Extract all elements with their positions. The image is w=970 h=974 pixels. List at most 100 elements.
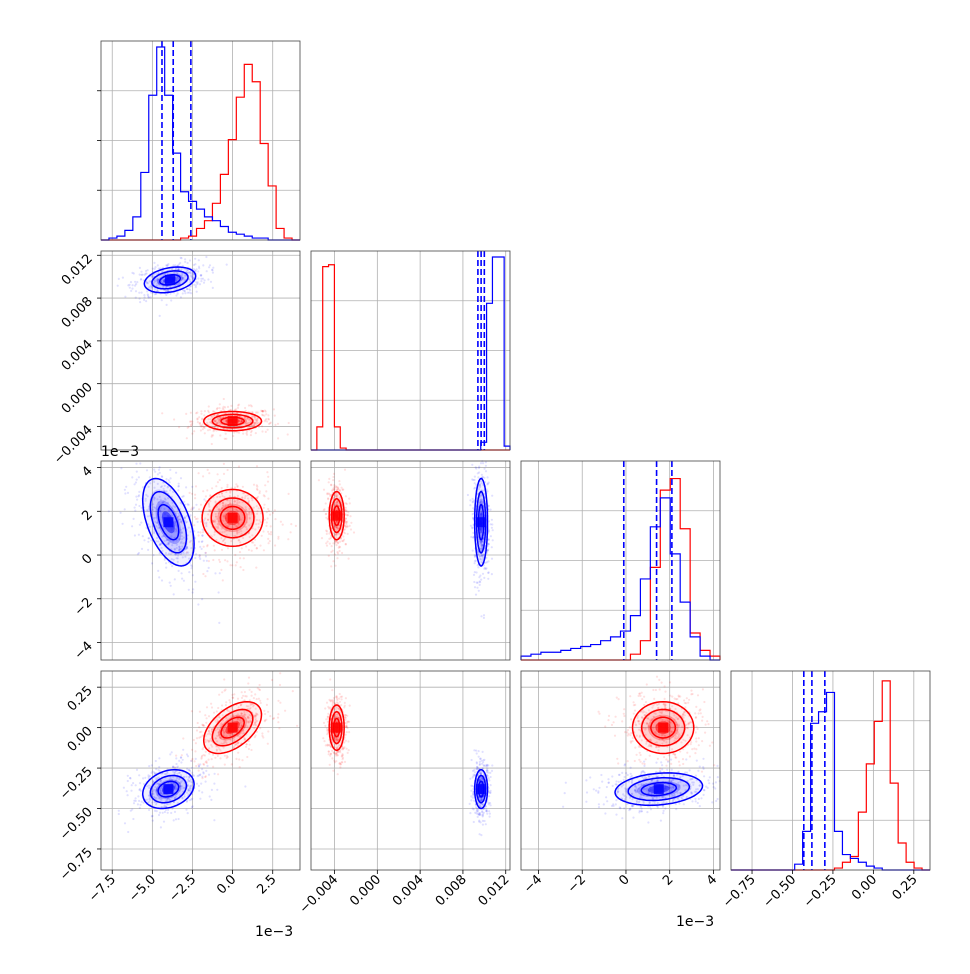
scatter-point-red bbox=[624, 731, 626, 733]
scatter-point-red bbox=[288, 422, 290, 424]
scatter-point-red bbox=[665, 758, 667, 760]
scatter-point-red bbox=[633, 701, 635, 703]
scatter-point-blue bbox=[491, 495, 493, 497]
scatter-point-red bbox=[347, 533, 349, 535]
scatter-point-blue bbox=[181, 496, 183, 498]
scatter-point-blue bbox=[472, 536, 474, 538]
scatter-point-blue bbox=[182, 759, 184, 761]
scatter-point-blue bbox=[488, 803, 490, 805]
scatter-point-red bbox=[335, 485, 337, 487]
scatter-point-red bbox=[318, 479, 320, 481]
scatter-point-blue bbox=[469, 778, 471, 780]
y-tick-label: 0.00 bbox=[65, 724, 96, 755]
scatter-point-blue bbox=[134, 281, 136, 283]
scatter-point-red bbox=[259, 727, 261, 729]
scatter-point-blue bbox=[205, 770, 207, 772]
x-tick-label: 0.0 bbox=[214, 872, 239, 897]
scatter-point-red bbox=[617, 762, 619, 764]
scatter-point-blue bbox=[154, 268, 156, 270]
scatter-point-blue bbox=[153, 262, 155, 264]
scatter-point-red bbox=[329, 678, 331, 680]
scatter-point-red bbox=[623, 713, 625, 715]
scatter-point-red bbox=[274, 509, 276, 511]
scatter-point-red bbox=[348, 558, 350, 560]
scatter-point-red bbox=[339, 693, 341, 695]
scatter-point-red bbox=[227, 547, 229, 549]
scatter-point-blue bbox=[475, 594, 477, 596]
scatter-point-blue bbox=[173, 819, 175, 821]
scatter-point-red bbox=[242, 486, 244, 488]
scatter-point-red bbox=[332, 542, 334, 544]
scatter-point-blue bbox=[482, 759, 484, 761]
scatter-point-red bbox=[237, 485, 239, 487]
scatter-point-red bbox=[267, 517, 269, 519]
scatter-point-blue bbox=[201, 768, 203, 770]
scatter-point-red bbox=[237, 407, 239, 409]
panel-2-2 bbox=[521, 461, 720, 660]
scatter-point-blue bbox=[474, 771, 476, 773]
density-peak-blue bbox=[163, 784, 173, 794]
scatter-point-blue bbox=[200, 280, 202, 282]
scatter-point-red bbox=[219, 757, 221, 759]
scatter-point-blue bbox=[159, 466, 161, 468]
scatter-point-red bbox=[341, 761, 343, 763]
scatter-point-red bbox=[346, 715, 348, 717]
scatter-point-red bbox=[267, 481, 269, 483]
scatter-point-blue bbox=[482, 476, 484, 478]
scatter-point-blue bbox=[481, 760, 483, 762]
scatter-point-red bbox=[322, 737, 324, 739]
scatter-point-blue bbox=[467, 494, 469, 496]
scatter-point-blue bbox=[201, 548, 203, 550]
x-tick-label: −0.004 bbox=[297, 872, 342, 917]
scatter-point-blue bbox=[184, 290, 186, 292]
scatter-point-blue bbox=[132, 284, 134, 286]
scatter-point-red bbox=[243, 557, 245, 559]
scatter-point-blue bbox=[108, 510, 110, 512]
scatter-point-blue bbox=[136, 479, 138, 481]
scatter-point-blue bbox=[158, 766, 160, 768]
scatter-point-blue bbox=[204, 552, 206, 554]
scatter-point-red bbox=[273, 408, 275, 410]
scatter-point-red bbox=[335, 565, 337, 567]
scatter-point-red bbox=[333, 488, 335, 490]
scatter-point-red bbox=[223, 473, 225, 475]
scatter-point-blue bbox=[199, 558, 201, 560]
scatter-point-red bbox=[256, 484, 258, 486]
scatter-point-blue bbox=[130, 290, 132, 292]
scatter-point-red bbox=[265, 431, 267, 433]
scatter-point-red bbox=[350, 522, 352, 524]
scatter-point-red bbox=[212, 410, 214, 412]
scatter-point-blue bbox=[183, 501, 185, 503]
scatter-point-blue bbox=[135, 797, 137, 799]
scatter-point-red bbox=[236, 561, 238, 563]
scatter-point-red bbox=[211, 758, 213, 760]
scatter-point-blue bbox=[202, 278, 204, 280]
scatter-point-red bbox=[198, 770, 200, 772]
scatter-point-blue bbox=[490, 509, 492, 511]
scatter-point-blue bbox=[138, 292, 140, 294]
scatter-point-blue bbox=[199, 773, 201, 775]
scatter-point-red bbox=[205, 751, 207, 753]
scatter-point-blue bbox=[474, 562, 476, 564]
scatter-point-red bbox=[213, 430, 215, 432]
scatter-point-red bbox=[664, 698, 666, 700]
scatter-point-red bbox=[263, 494, 265, 496]
panel-1-1 bbox=[311, 251, 510, 450]
scatter-point-red bbox=[229, 701, 231, 703]
scatter-point-red bbox=[212, 754, 214, 756]
scatter-point-blue bbox=[474, 482, 476, 484]
scatter-point-red bbox=[261, 430, 263, 432]
scatter-point-red bbox=[228, 699, 230, 701]
scatter-point-red bbox=[695, 748, 697, 750]
scatter-point-blue bbox=[169, 582, 171, 584]
scatter-point-red bbox=[277, 538, 279, 540]
scatter-point-red bbox=[345, 510, 347, 512]
scatter-point-red bbox=[342, 489, 344, 491]
scatter-point-blue bbox=[132, 782, 134, 784]
scatter-point-red bbox=[200, 731, 202, 733]
scatter-point-blue bbox=[180, 296, 182, 298]
scatter-point-red bbox=[204, 776, 206, 778]
scatter-point-blue bbox=[476, 587, 478, 589]
scatter-point-red bbox=[326, 533, 328, 535]
scatter-point-red bbox=[211, 443, 213, 445]
